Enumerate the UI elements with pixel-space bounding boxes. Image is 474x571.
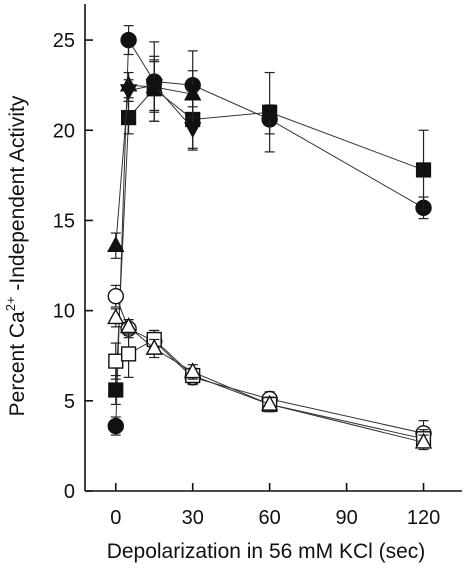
series-line (115, 38, 424, 427)
y-tick-label: 20 (53, 120, 75, 142)
y-tick-label: 10 (53, 301, 75, 323)
x-tick-label: 120 (407, 507, 440, 529)
series-line (115, 88, 424, 391)
data-point-marker (184, 362, 202, 379)
y-tick-label: 15 (53, 210, 75, 232)
ticks: 0 5 10 15 20 25 0 30 60 90 120 (53, 30, 440, 529)
data-point-marker (119, 84, 138, 101)
data-point-marker (184, 84, 202, 101)
data-point-marker (107, 235, 125, 253)
data-series-7 (107, 308, 433, 451)
series-line (115, 296, 424, 434)
y-tick-label: 25 (53, 30, 75, 52)
data-point-marker (262, 104, 278, 120)
x-tick-label: 0 (110, 507, 121, 529)
data-point-marker (120, 31, 137, 49)
y-tick-label: 5 (64, 391, 75, 413)
data-point-marker (415, 162, 432, 178)
data-point-marker (108, 353, 124, 369)
y-tick-label: 0 (64, 481, 75, 503)
x-tick-label: 90 (335, 507, 357, 529)
data-point-marker (414, 432, 433, 449)
data-point-marker (107, 308, 125, 325)
y-axis-title-suffix: -Independent Activity (6, 95, 29, 296)
x-axis-title: Depolarization in 56 mM KCl (sec) (107, 540, 426, 563)
y-axis-title-superscript: 2+ (3, 296, 18, 311)
x-tick-label: 60 (259, 507, 281, 529)
data-point-marker (260, 394, 279, 411)
series-layer (107, 25, 433, 451)
data-series-5 (107, 284, 432, 447)
data-point-marker (107, 417, 124, 435)
data-point-marker (120, 110, 137, 126)
data-series-4 (119, 59, 202, 151)
y-axis-title-prefix: Percent Ca (6, 311, 29, 416)
data-point-marker (108, 382, 124, 398)
data-point-marker (145, 338, 163, 355)
series-line (115, 317, 424, 443)
data-point-marker (107, 288, 124, 305)
data-point-marker (120, 346, 137, 362)
data-point-marker (184, 122, 202, 139)
y-axis-title: Percent Ca2+ -Independent Activity (3, 95, 29, 416)
data-point-marker (145, 78, 163, 95)
axes (84, 4, 462, 492)
data-point-marker (119, 317, 138, 334)
x-tick-label: 30 (182, 507, 204, 529)
series-line (115, 84, 193, 246)
